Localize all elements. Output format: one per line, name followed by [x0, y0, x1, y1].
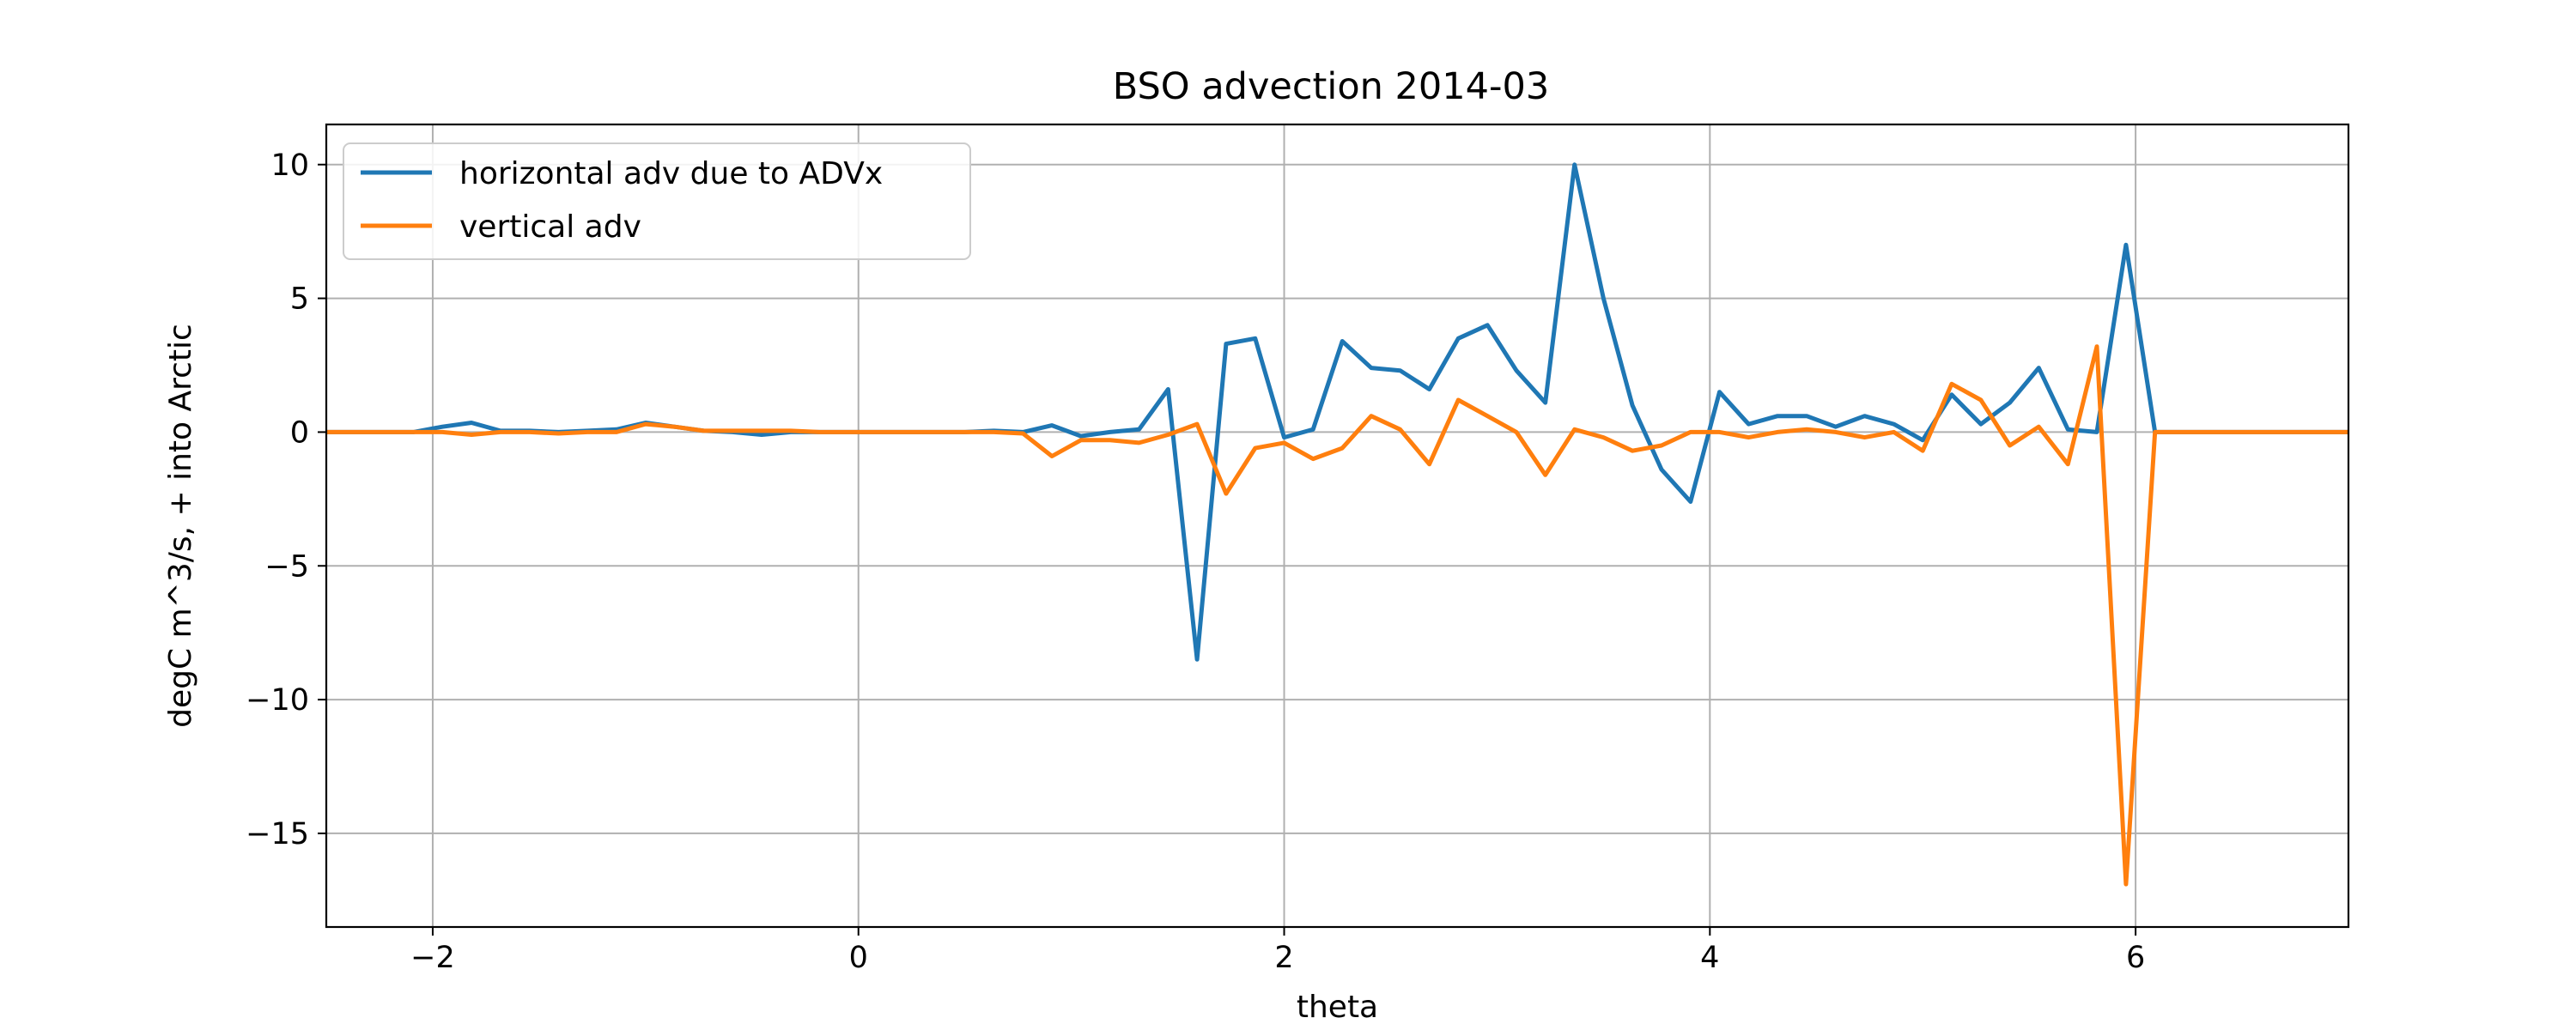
x-tick-label: 0: [849, 941, 868, 975]
y-tick-label: −15: [246, 817, 309, 851]
series-line-2: [326, 344, 2348, 887]
x-tick-label: 6: [2126, 941, 2145, 975]
y-tick-label: 0: [290, 415, 309, 450]
plot-frame: [325, 123, 2350, 929]
y-tick-label: −10: [246, 683, 309, 718]
legend-label: horizontal adv due to ADVx: [459, 156, 883, 191]
legend-box: [343, 142, 971, 260]
grid: [326, 124, 2348, 927]
x-tick-label: 4: [1700, 941, 1719, 975]
chart-title: BSO advection 2014-03: [1113, 65, 1549, 108]
y-axis-label: degC m^3/s, + into Arctic: [163, 324, 198, 728]
y-axis: 10 5 0 −5 −10 −15: [246, 148, 326, 851]
y-tick-label: 10: [270, 148, 309, 183]
y-tick-label: 5: [290, 282, 309, 317]
x-axis: −2 0 2 4 6: [410, 927, 2145, 975]
x-axis-label: theta: [1297, 990, 1378, 1025]
y-tick-label: −5: [264, 549, 309, 584]
legend-label: vertical adv: [459, 209, 641, 245]
x-tick-label: −2: [410, 941, 455, 975]
series-layer: [326, 162, 2348, 887]
x-tick-label: 2: [1274, 941, 1293, 975]
legend: horizontal adv due to ADVx vertical adv: [343, 142, 971, 260]
